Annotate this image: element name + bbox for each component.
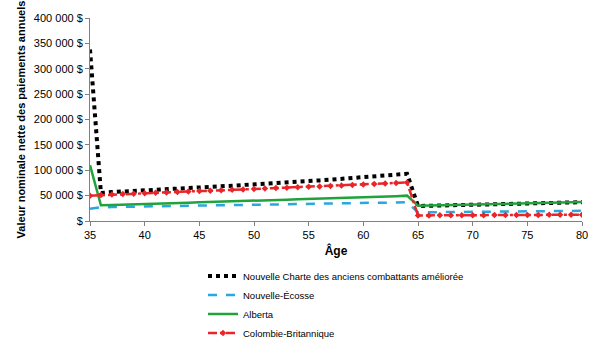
svg-text:100 000 $: 100 000 $ bbox=[34, 164, 83, 176]
svg-text:400 000 $: 400 000 $ bbox=[34, 12, 83, 24]
svg-text:Colombie-Britannique: Colombie-Britannique bbox=[243, 328, 334, 339]
svg-text:45: 45 bbox=[193, 229, 205, 241]
svg-text:40: 40 bbox=[139, 229, 151, 241]
svg-text:Valeur nominale nette des paie: Valeur nominale nette des paiements annu… bbox=[15, 1, 27, 239]
svg-text:50: 50 bbox=[248, 229, 260, 241]
svg-text:70: 70 bbox=[467, 229, 479, 241]
svg-text:50 000 $: 50 000 $ bbox=[40, 189, 83, 201]
svg-text:250 000 $: 250 000 $ bbox=[34, 88, 83, 100]
svg-text:55: 55 bbox=[303, 229, 315, 241]
svg-text:Nouvelle-Écosse: Nouvelle-Écosse bbox=[243, 290, 314, 301]
svg-text:65: 65 bbox=[412, 229, 424, 241]
svg-text:150 000 $: 150 000 $ bbox=[34, 139, 83, 151]
svg-text:Alberta: Alberta bbox=[243, 309, 274, 320]
svg-text:60: 60 bbox=[357, 229, 369, 241]
svg-text:200 000 $: 200 000 $ bbox=[34, 113, 83, 125]
svg-text:300 000 $: 300 000 $ bbox=[34, 63, 83, 75]
svg-text:350 000 $: 350 000 $ bbox=[34, 37, 83, 49]
svg-text:35: 35 bbox=[84, 229, 96, 241]
svg-text:$: $ bbox=[77, 215, 83, 227]
svg-text:75: 75 bbox=[521, 229, 533, 241]
svg-text:80: 80 bbox=[576, 229, 588, 241]
svg-text:Âge: Âge bbox=[325, 243, 348, 258]
svg-text:Nouvelle Charte des anciens co: Nouvelle Charte des anciens combattants … bbox=[243, 271, 463, 282]
